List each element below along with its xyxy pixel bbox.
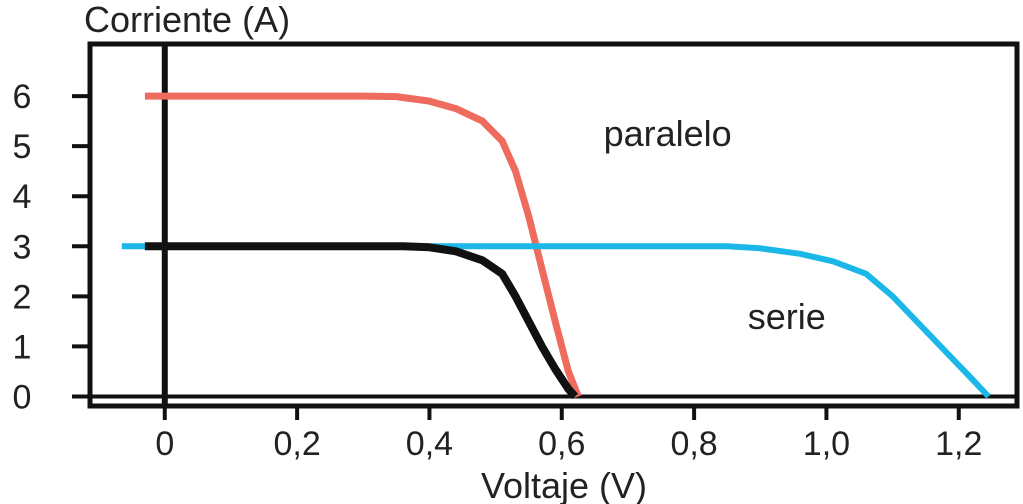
plot-frame <box>87 41 1020 409</box>
y-tick-label: 5 <box>13 128 32 166</box>
y-tick-label: 0 <box>13 378 32 416</box>
series-line-serie <box>121 243 991 399</box>
series-line-combined <box>144 242 579 400</box>
y-tick-label: 2 <box>13 278 32 316</box>
y-tick-label: 3 <box>13 228 32 266</box>
series-layer <box>121 92 991 400</box>
axis-ticks: 0 0,2 0,4 0,6 0,8 1,0 1,2 0 1 2 3 4 5 6 <box>13 78 983 463</box>
annotation-layer: paralelo serie <box>604 113 826 337</box>
x-tick-label: 0,2 <box>273 425 320 463</box>
series-label-serie: serie <box>748 296 826 337</box>
y-axis-title: Corriente (A) <box>84 0 290 40</box>
x-tick-label: 0 <box>155 425 174 463</box>
x-tick-label: 0,8 <box>670 425 717 463</box>
series-label-paralelo: paralelo <box>604 113 732 154</box>
x-tick-label: 1,2 <box>935 425 982 463</box>
series-line-paralelo <box>144 92 582 398</box>
y-tick-label: 4 <box>13 178 32 216</box>
x-tick-label: 0,4 <box>406 425 453 463</box>
x-tick-label: 0,6 <box>538 425 585 463</box>
x-axis-title: Voltaje (V) <box>481 465 647 504</box>
y-tick-label: 1 <box>13 328 32 366</box>
x-tick-label: 1,0 <box>803 425 850 463</box>
y-tick-label: 6 <box>13 78 32 116</box>
